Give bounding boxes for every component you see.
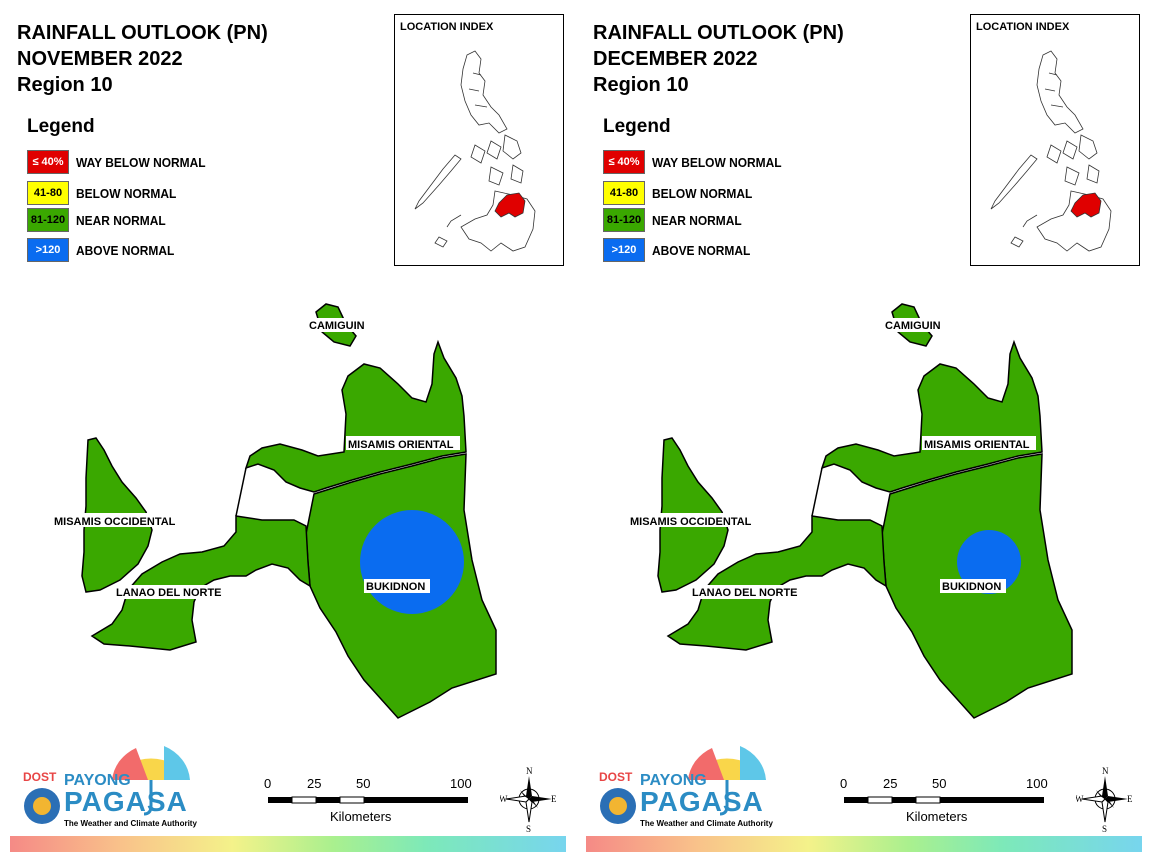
legend-title: Legend: [603, 116, 671, 137]
title-line-2: NOVEMBER 2022: [17, 48, 183, 70]
title-line-1: RAINFALL OUTLOOK (PN): [17, 22, 268, 44]
scale-tick: 50: [356, 776, 371, 791]
compass-e: E: [1127, 794, 1133, 804]
label-misamis-oriental: MISAMIS ORIENTAL: [924, 439, 1030, 451]
legend-label: NEAR NORMAL: [76, 213, 166, 228]
map-panel-november: RAINFALL OUTLOOK (PN) NOVEMBER 2022 Regi…: [10, 14, 566, 852]
legend-swatch: 41-80: [603, 181, 645, 205]
scale-tick: 100: [450, 776, 472, 791]
compass-n: N: [1102, 766, 1109, 776]
scale-tick: 0: [840, 776, 848, 791]
logo-tagline: The Weather and Climate Authority: [640, 819, 773, 828]
region-10-highlight: [494, 192, 526, 218]
title-line-2: DECEMBER 2022: [593, 48, 758, 70]
scale-tick: 25: [307, 776, 322, 791]
compass-s: S: [1102, 824, 1107, 834]
above-normal-area: [957, 530, 1021, 594]
legend-label: ABOVE NORMAL: [652, 243, 751, 258]
north-arrow: N S W E: [499, 766, 558, 834]
payong-pagasa-logo: DOST PAYONG PAGASA The Weather and Clima…: [592, 740, 773, 835]
legend-swatch: ≤ 40%: [603, 150, 645, 174]
province-lanao-del-norte: [90, 515, 311, 651]
compass-e: E: [551, 794, 557, 804]
legend-swatch: >120: [27, 238, 69, 262]
color-strip: [586, 836, 1142, 852]
label-misamis-occidental: MISAMIS OCCIDENTAL: [630, 516, 752, 528]
color-strip: [10, 836, 566, 852]
philippines-outline: [990, 50, 1112, 252]
compass-n: N: [526, 766, 533, 776]
label-lanao-del-norte: LANAO DEL NORTE: [116, 587, 222, 599]
logo-payong: PAYONG: [640, 772, 707, 789]
scale-bar: 0 25 50 100 Kilometers: [840, 776, 1050, 828]
legend-label: ABOVE NORMAL: [76, 243, 175, 258]
label-camiguin: CAMIGUIN: [885, 320, 941, 332]
region-10-map: CAMIGUIN MISAMIS ORIENTAL MISAMIS OCCIDE…: [52, 303, 497, 719]
logo-payong: PAYONG: [64, 772, 131, 789]
inset-title: LOCATION INDEX: [400, 21, 494, 33]
label-bukidnon: BUKIDNON: [942, 581, 1001, 593]
title-line-3: Region 10: [17, 74, 113, 96]
above-normal-area: [360, 510, 464, 614]
location-index-inset: LOCATION INDEX: [394, 14, 564, 266]
scale-tick: 25: [883, 776, 898, 791]
legend-swatch: 81-120: [603, 208, 645, 232]
payong-pagasa-logo: DOST PAYONG PAGASA The Weather and Clima…: [16, 740, 197, 835]
label-bukidnon: BUKIDNON: [366, 581, 425, 593]
legend-swatch: 81-120: [27, 208, 69, 232]
scale-unit: Kilometers: [330, 809, 392, 824]
scale-tick: 0: [264, 776, 272, 791]
scale-tick: 100: [1026, 776, 1048, 791]
compass-w: W: [1076, 794, 1084, 804]
province-lanao-del-norte: [666, 515, 887, 651]
map-title: RAINFALL OUTLOOK (PN) DECEMBER 2022 Regi…: [593, 20, 844, 98]
legend-label: WAY BELOW NORMAL: [652, 155, 782, 170]
logo-pagasa: PAGASA: [640, 786, 764, 817]
label-camiguin: CAMIGUIN: [309, 320, 365, 332]
legend-label: BELOW NORMAL: [76, 186, 177, 201]
region-10-highlight: [1070, 192, 1102, 218]
label-lanao-del-norte: LANAO DEL NORTE: [692, 587, 798, 599]
region-10-map: CAMIGUIN MISAMIS ORIENTAL MISAMIS OCCIDE…: [628, 303, 1073, 719]
logo-tagline: The Weather and Climate Authority: [64, 819, 197, 828]
label-misamis-occidental: MISAMIS OCCIDENTAL: [54, 516, 176, 528]
label-misamis-oriental: MISAMIS ORIENTAL: [348, 439, 454, 451]
map-panel-december: RAINFALL OUTLOOK (PN) DECEMBER 2022 Regi…: [576, 0, 1152, 864]
inset-title: LOCATION INDEX: [976, 21, 1070, 33]
logo-dost: DOST: [599, 770, 633, 784]
compass-s: S: [526, 824, 531, 834]
logo-pagasa: PAGASA: [64, 786, 188, 817]
legend-label: BELOW NORMAL: [652, 186, 753, 201]
scale-tick: 50: [932, 776, 947, 791]
title-line-1: RAINFALL OUTLOOK (PN): [593, 22, 844, 44]
legend-swatch: >120: [603, 238, 645, 262]
location-index-inset: LOCATION INDEX: [970, 14, 1140, 266]
legend-label: WAY BELOW NORMAL: [76, 155, 206, 170]
legend-swatch: 41-80: [27, 181, 69, 205]
legend-label: NEAR NORMAL: [652, 213, 742, 228]
logo-dost: DOST: [23, 770, 57, 784]
map-title: RAINFALL OUTLOOK (PN) NOVEMBER 2022 Regi…: [17, 20, 268, 98]
title-line-3: Region 10: [593, 74, 689, 96]
scale-bar: 0 25 50 100 Kilometers: [264, 776, 474, 828]
scale-unit: Kilometers: [906, 809, 968, 824]
north-arrow: N S W E: [1075, 766, 1134, 834]
legend-swatch: ≤ 40%: [27, 150, 69, 174]
philippines-outline: [414, 50, 536, 252]
province-misamis-oriental: [820, 339, 1043, 493]
compass-w: W: [500, 794, 508, 804]
province-misamis-oriental: [244, 339, 467, 493]
legend-title: Legend: [27, 116, 95, 137]
